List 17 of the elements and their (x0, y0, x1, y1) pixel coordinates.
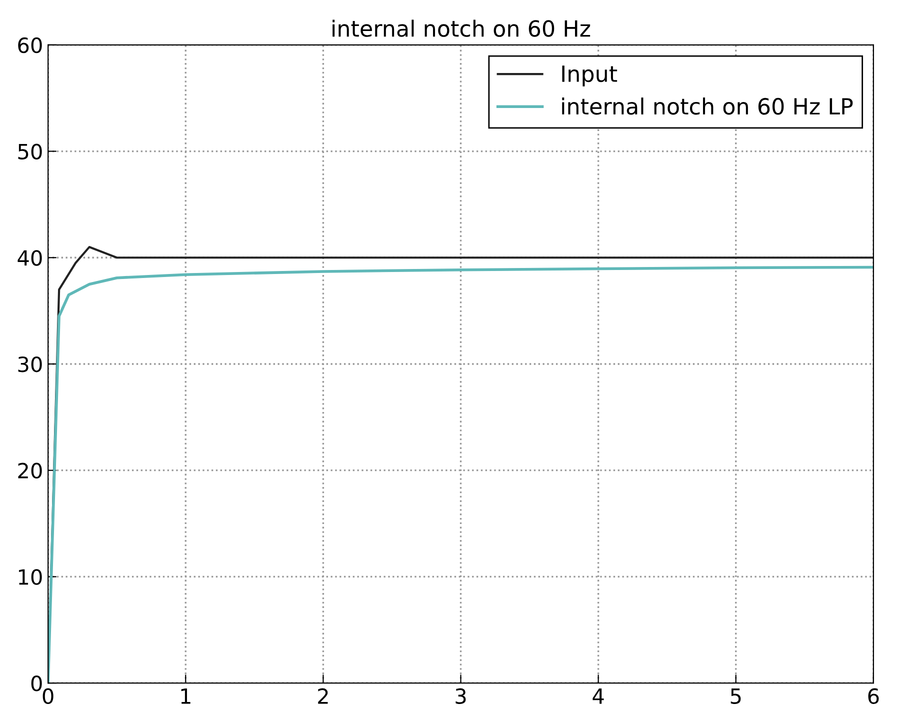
x-tick-label: 5 (730, 688, 741, 704)
y-tick-label: 0 (31, 676, 42, 692)
chart-title: internal notch on 60 Hz (332, 20, 590, 37)
y-tick-label: 60 (18, 37, 42, 54)
y-tick-label: 30 (18, 356, 42, 372)
x-tick-label: 2 (318, 688, 328, 704)
x-tick-label: 3 (456, 688, 466, 704)
y-tick-label: 50 (18, 144, 42, 160)
x-tick-label: 1 (181, 688, 190, 704)
y-tick-label: 10 (18, 569, 42, 585)
legend-label: internal notch on 60 Hz LP (562, 98, 853, 115)
x-tick-label: 0 (42, 688, 54, 704)
y-tick-label: 40 (18, 250, 42, 266)
x-tick-label: 4 (592, 688, 604, 704)
x-tick-label: 6 (868, 688, 879, 704)
legend-label: Input (562, 66, 618, 86)
y-tick-label: 20 (18, 462, 42, 479)
